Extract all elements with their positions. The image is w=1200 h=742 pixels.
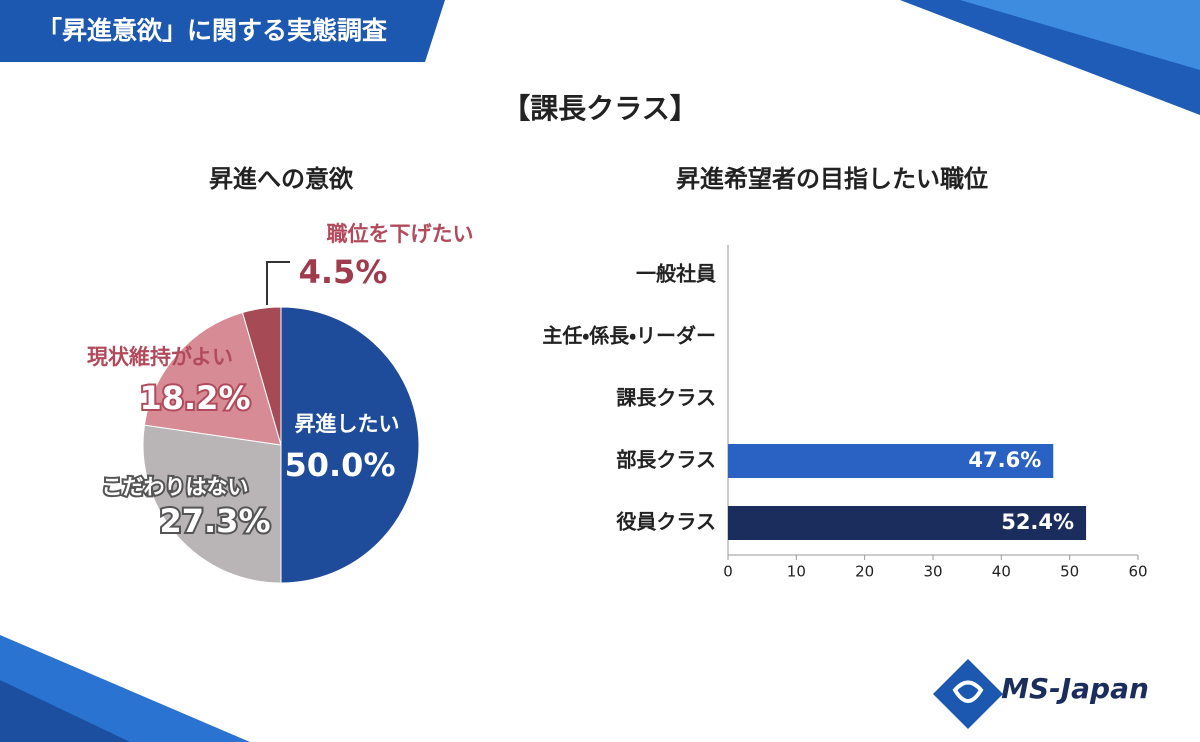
slice-label: 現状維持がよい (87, 345, 233, 369)
x-tick-label: 10 (787, 563, 806, 581)
subtitle: 【課長クラス】 (502, 92, 697, 125)
bar (728, 506, 1087, 540)
pie-slice (241, 306, 282, 446)
slice-label: こだわりはない (102, 475, 249, 499)
slice-value: 4.5% (299, 253, 388, 291)
x-tick-label: 60 (1128, 563, 1147, 581)
chart-title: 昇進希望者の目指したい職位 (676, 165, 988, 193)
x-tick-label: 40 (992, 563, 1011, 581)
pie-slice (142, 424, 282, 584)
slice-label: 職位を下げたい (327, 222, 474, 246)
x-tick-label: 0 (723, 563, 733, 581)
slice-value: 27.3% (159, 502, 270, 540)
x-tick-label: 20 (855, 563, 874, 581)
y-tick-label: 役員クラス (615, 510, 716, 534)
bar-value-label: 47.6% (968, 448, 1041, 472)
y-tick-label: 主任・係長・リーダー (542, 324, 716, 348)
chart-title: 昇進への意欲 (209, 165, 354, 193)
header-bar (0, 0, 445, 62)
bar (728, 444, 1054, 478)
pie-slice (280, 306, 420, 584)
y-tick-label: 一般社員 (636, 262, 716, 286)
slice-value: 50.0% (284, 446, 395, 484)
logo-text: MS-Japan (1001, 672, 1149, 705)
y-tick-label: 課長クラス (616, 386, 716, 410)
logo-mark (933, 659, 1003, 729)
bar-value-label: 52.4% (1001, 510, 1074, 534)
logo-mark (952, 680, 984, 703)
y-tick-label: 部長クラス (616, 448, 716, 472)
x-tick-label: 30 (923, 563, 942, 581)
corner-stripe (960, 0, 1200, 70)
header-title: 「昇進意欲」に関する実態調査 (37, 16, 387, 45)
pie-slice (143, 311, 282, 446)
corner-stripe (0, 680, 130, 742)
slice-label: 昇進したい (295, 412, 400, 436)
leader-line (266, 261, 290, 305)
logo: MS-Japan (933, 659, 1149, 729)
x-tick-label: 50 (1060, 563, 1079, 581)
slice-value: 18.2% (139, 379, 250, 417)
